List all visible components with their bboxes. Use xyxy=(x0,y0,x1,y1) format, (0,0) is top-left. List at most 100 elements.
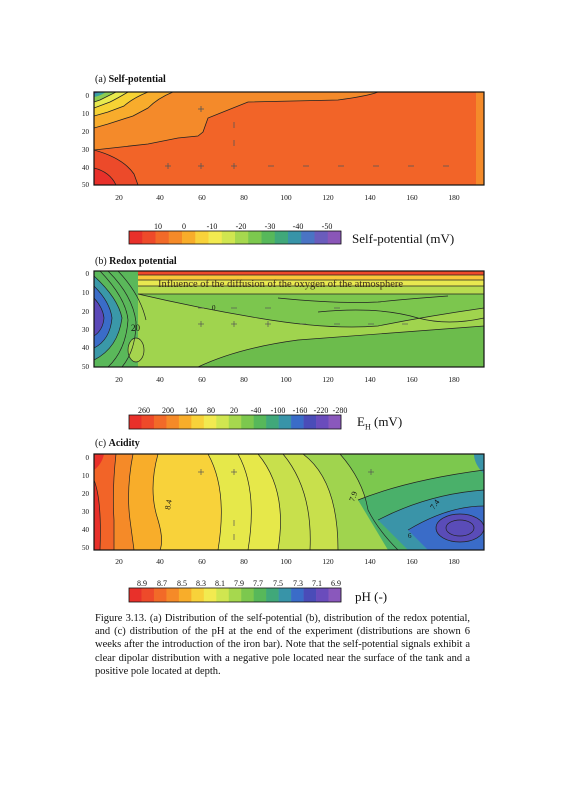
panel-a-cb-tick-2: -10 xyxy=(207,222,218,231)
panel-b-xtick-2: 60 xyxy=(198,375,206,384)
panel-c-plot: 8.4 7.9 7.4 6 0 10 20 30 40 50 20 40 60 … xyxy=(82,453,485,566)
panel-a-colorbar-swatches xyxy=(129,231,342,244)
colorbar-swatch xyxy=(261,231,276,244)
panel-c-contour-label-7.9: 7.9 xyxy=(347,490,359,502)
panel-c-cb-tick-6: 7.7 xyxy=(253,579,263,588)
colorbar-swatch xyxy=(155,231,170,244)
colorbar-swatch xyxy=(191,415,205,429)
panel-b-ytick-2: 20 xyxy=(82,308,90,316)
colorbar-swatch xyxy=(129,415,142,429)
colorbar-swatch xyxy=(166,588,180,602)
panel-b-ytick-5: 50 xyxy=(82,363,90,371)
colorbar-swatch xyxy=(203,415,217,429)
panel-a-xtick-2: 60 xyxy=(198,193,206,202)
colorbar-swatch xyxy=(228,415,242,429)
panel-c-xtick-4: 100 xyxy=(280,557,292,566)
colorbar-swatch xyxy=(168,231,183,244)
panel-b-cb-tick-9: -280 xyxy=(333,406,348,415)
panel-a-prefix: (a) xyxy=(95,74,107,85)
colorbar-swatch xyxy=(266,588,279,602)
panel-c-cb-tick-10: 6.9 xyxy=(331,579,341,588)
panel-a-cb-tick-0: 10 xyxy=(154,222,162,231)
panel-b-plot: Influence of the diffusion of the oxygen… xyxy=(82,270,485,384)
colorbar-swatch xyxy=(178,588,192,602)
panel-b-cb-tick-7: -160 xyxy=(293,406,308,415)
colorbar-swatch xyxy=(141,588,155,602)
colorbar-swatch xyxy=(235,231,249,244)
panel-b-cb-tick-8: -220 xyxy=(314,406,329,415)
panel-c-cb-tick-7: 7.5 xyxy=(273,579,283,588)
colorbar-swatch xyxy=(316,588,329,602)
panel-a-cb-tick-5: -40 xyxy=(293,222,304,231)
panel-b-prefix: (b) xyxy=(95,256,107,267)
colorbar-swatch xyxy=(278,588,292,602)
panel-c-xtick-3: 80 xyxy=(240,557,248,566)
panel-b-cb-tick-0: 260 xyxy=(138,406,150,415)
panel-c-prefix: (c) xyxy=(95,438,107,449)
panel-b-cb-tick-1: 200 xyxy=(162,406,174,415)
panel-b-cb-tick-2: 140 xyxy=(185,406,197,415)
colorbar-swatch xyxy=(253,588,267,602)
panel-b-xtick-5: 120 xyxy=(322,375,334,384)
panel-c-colorbar-title: pH (-) xyxy=(355,589,388,604)
panel-a-colorbar: 10 0 -10 -20 -30 -40 -50 xyxy=(128,222,342,245)
colorbar-swatch xyxy=(278,415,292,429)
panel-c-xtick-6: 140 xyxy=(364,557,376,566)
panel-a-plot: 0 10 20 30 40 50 20 40 60 80 100 120 140… xyxy=(82,91,485,202)
panel-a-label: (a) Self-potential xyxy=(95,74,166,85)
figure-caption: Figure 3.13. (a) Distribution of the sel… xyxy=(95,613,470,677)
colorbar-swatch xyxy=(178,415,192,429)
colorbar-swatch xyxy=(216,415,230,429)
panel-b-colorbar: 260 200 140 80 20 -40 -100 -160 -220 -28… xyxy=(128,406,348,430)
colorbar-swatch xyxy=(153,415,167,429)
colorbar-swatch xyxy=(191,588,205,602)
panel-a-ytick-1: 10 xyxy=(82,110,90,118)
panel-b-xtick-1: 40 xyxy=(156,375,164,384)
colorbar-swatch xyxy=(316,415,329,429)
colorbar-swatch xyxy=(303,588,317,602)
colorbar-swatch xyxy=(328,415,342,429)
colorbar-swatch xyxy=(228,588,242,602)
panel-c-cb-tick-4: 8.1 xyxy=(215,579,225,588)
panel-a-ytick-3: 30 xyxy=(82,146,90,154)
panel-b-cb-tick-3: 80 xyxy=(207,406,215,415)
panel-b-oxygen-annotation: Influence of the diffusion of the oxygen… xyxy=(158,279,403,290)
panel-a-xtick-7: 160 xyxy=(406,193,418,202)
panel-b-xtick-6: 140 xyxy=(364,375,376,384)
panel-b-ytick-3: 30 xyxy=(82,326,90,334)
panel-c-cb-tick-3: 8.3 xyxy=(196,579,206,588)
colorbar-swatch xyxy=(241,588,255,602)
panel-c-cb-tick-1: 8.7 xyxy=(157,579,167,588)
panel-a-xtick-5: 120 xyxy=(322,193,334,202)
panel-c-ytick-4: 40 xyxy=(82,526,90,534)
colorbar-swatch xyxy=(166,415,180,429)
panel-a-ytick-4: 40 xyxy=(82,164,90,172)
colorbar-swatch xyxy=(129,588,142,602)
panel-b-xtick-4: 100 xyxy=(280,375,292,384)
panel-b-ytick-1: 10 xyxy=(82,289,90,297)
colorbar-swatch xyxy=(142,231,156,244)
panel-c-contour-label-8.4: 8.4 xyxy=(163,499,174,510)
panel-b-cb-tick-4: 20 xyxy=(230,406,238,415)
colorbar-swatch xyxy=(129,231,143,244)
panel-c-xtick-8: 180 xyxy=(448,557,460,566)
panel-c-cb-tick-9: 7.1 xyxy=(312,579,322,588)
panel-a-cb-tick-3: -20 xyxy=(236,222,247,231)
panel-a-cb-tick-1: 0 xyxy=(182,222,186,231)
colorbar-swatch xyxy=(274,231,289,244)
panel-a-xtick-6: 140 xyxy=(364,193,376,202)
panel-a-ytick-5: 50 xyxy=(82,181,90,189)
panel-c-cb-tick-2: 8.5 xyxy=(177,579,187,588)
panel-b-xtick-3: 80 xyxy=(240,375,248,384)
panel-c-xtick-2: 60 xyxy=(198,557,206,566)
panel-c-colorbar: 8.9 8.7 8.5 8.3 8.1 7.9 7.7 7.5 7.3 7.1 … xyxy=(128,579,342,603)
panel-c-ytick-2: 20 xyxy=(82,490,90,498)
colorbar-swatch xyxy=(314,231,329,244)
panel-b-contour-label-20: 20 xyxy=(131,323,141,333)
panel-b-contour-label-0: 0 xyxy=(212,304,216,312)
panel-c-label: (c) Acidity xyxy=(95,438,140,449)
panel-a-xtick-8: 180 xyxy=(448,193,460,202)
panel-b-colorbar-swatches xyxy=(129,415,342,429)
colorbar-swatch xyxy=(301,231,315,244)
panel-b-cb-tick-5: -40 xyxy=(251,406,262,415)
